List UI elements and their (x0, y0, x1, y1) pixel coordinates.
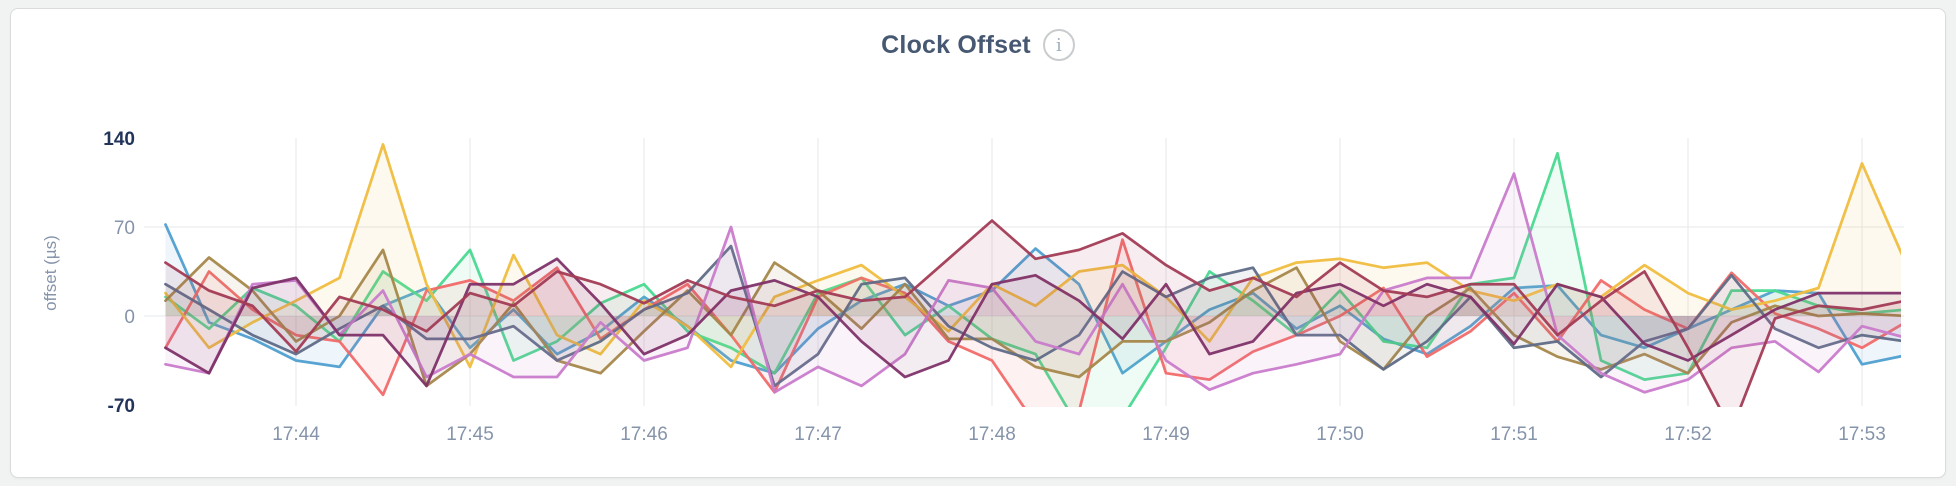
series-series-9 (164, 219, 1901, 407)
series-5-area (165, 249, 1901, 386)
clock-offset-card: Clock Offset i 17:44 17:45 17:46 17:47 17:48… (10, 8, 1946, 478)
y-tick-label: 140 (103, 129, 135, 150)
series-series-6 (164, 244, 1901, 388)
x-tick-label: 17:45 (446, 424, 494, 445)
info-icon-glyph: i (1055, 34, 1062, 56)
y-tick-label: 70 (114, 218, 135, 239)
chart-title: Clock Offset (881, 30, 1031, 59)
x-tick-label: 17:49 (1142, 424, 1190, 445)
chart-header: Clock Offset i (11, 29, 1945, 61)
series-7-line (164, 172, 1901, 394)
x-tick-label: 17:51 (1490, 424, 1538, 445)
series-8-area (165, 258, 1901, 386)
series-8-line (164, 257, 1901, 388)
series-series-8 (164, 257, 1901, 388)
y-tick-label: 0 (124, 307, 135, 328)
series-series-7 (164, 172, 1901, 394)
series-9-area (165, 220, 1901, 407)
series-3-area (165, 239, 1901, 407)
x-tick-label: 17:53 (1838, 424, 1886, 445)
series-4-area (165, 144, 1901, 367)
y-axis-title: offset (µs) (41, 235, 60, 311)
x-tick-label: 17:46 (620, 424, 668, 445)
series-2-area (165, 153, 1901, 407)
x-tick-label: 17:44 (272, 424, 320, 445)
x-tick-label: 17:48 (968, 424, 1016, 445)
x-axis-labels: 17:44 17:45 17:46 17:47 17:48 17:49 17:50 17:51… (272, 424, 1886, 445)
series-plot (164, 143, 1901, 407)
series-1-area (165, 224, 1901, 374)
x-tick-label: 17:50 (1316, 424, 1364, 445)
series-6-line (164, 244, 1901, 388)
x-tick-label: 17:52 (1664, 424, 1712, 445)
info-icon[interactable]: i (1042, 29, 1075, 61)
x-tick-label: 17:47 (794, 424, 842, 445)
clock-offset-chart[interactable]: 17:44 17:45 17:46 17:47 17:48 17:49 17:50 17:51… (11, 9, 1947, 479)
series-9-line (164, 219, 1901, 407)
y-tick-label: -70 (108, 396, 135, 417)
series-6-area (165, 246, 1901, 386)
y-gridlines (144, 226, 1904, 317)
series-series-1 (164, 223, 1901, 375)
series-1-line (164, 223, 1901, 375)
y-axis-labels: 140 70 0 -70 (103, 129, 135, 417)
